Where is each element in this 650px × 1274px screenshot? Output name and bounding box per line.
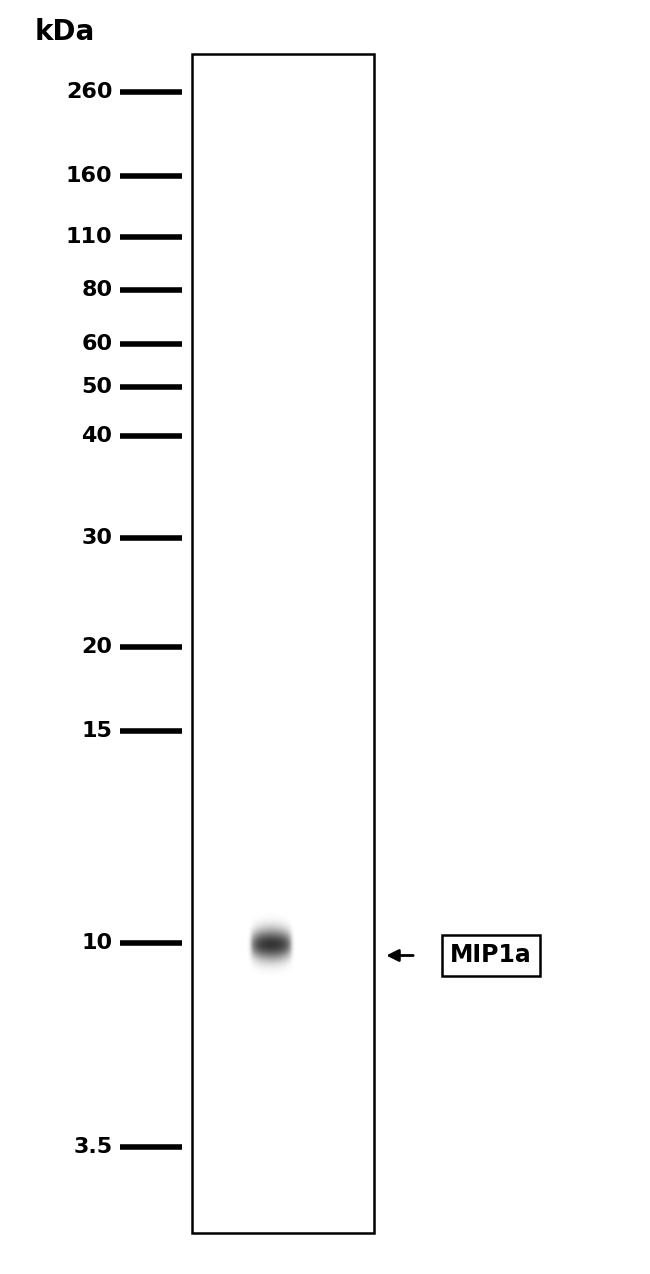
Text: 20: 20 xyxy=(81,637,112,657)
Text: 160: 160 xyxy=(66,166,112,186)
Text: 10: 10 xyxy=(81,933,112,953)
Text: 15: 15 xyxy=(81,721,112,741)
Text: 260: 260 xyxy=(66,82,112,102)
Text: 40: 40 xyxy=(81,426,112,446)
Text: MIP1a: MIP1a xyxy=(450,944,532,967)
Bar xyxy=(192,54,374,1233)
Text: 110: 110 xyxy=(66,227,112,247)
Text: 30: 30 xyxy=(81,527,112,548)
Text: 50: 50 xyxy=(81,377,112,397)
Text: 60: 60 xyxy=(81,334,112,354)
Text: kDa: kDa xyxy=(35,18,95,46)
Text: 3.5: 3.5 xyxy=(73,1136,112,1157)
Text: 80: 80 xyxy=(81,280,112,301)
